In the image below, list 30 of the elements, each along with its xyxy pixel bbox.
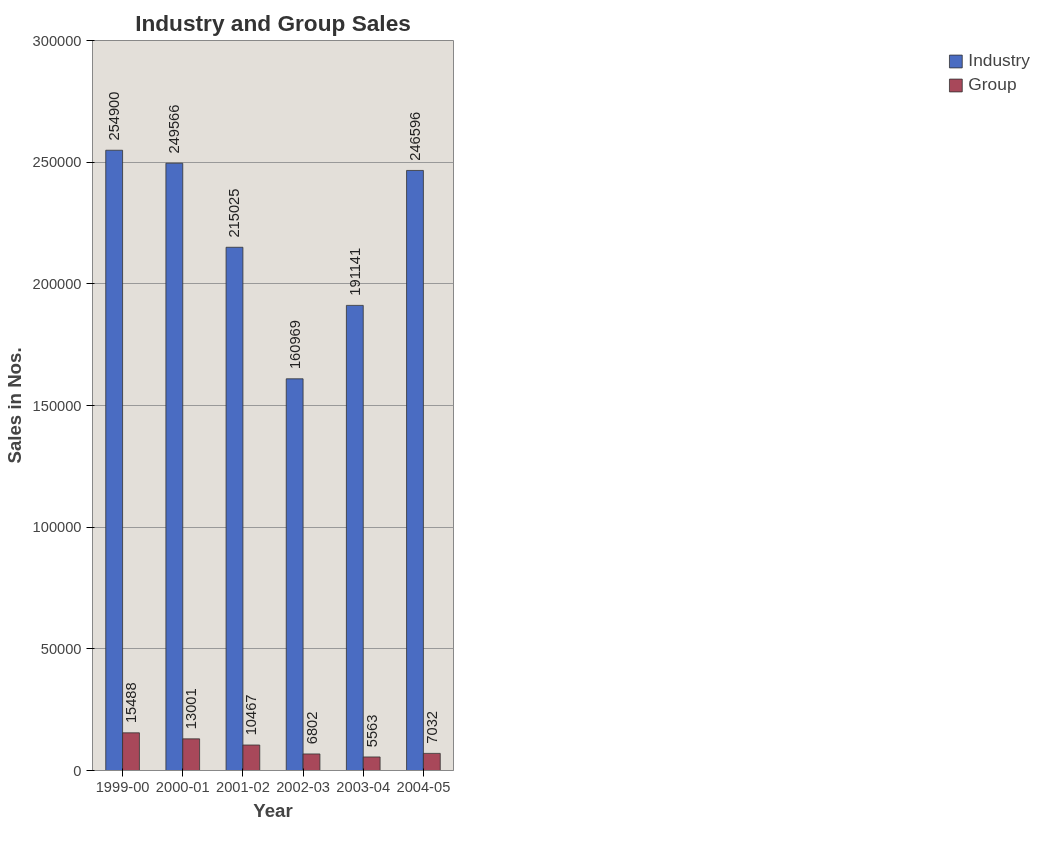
x-tick-label: 1999-00	[95, 778, 150, 795]
x-tick-label: 2003-04	[336, 778, 391, 795]
y-tick-label: 0	[73, 762, 82, 779]
data-label: 249566	[166, 104, 183, 154]
x-tick-label: 2002-03	[276, 778, 330, 795]
data-label: 15488	[123, 682, 140, 724]
y-tick-label: 150000	[32, 397, 82, 414]
data-label: 160969	[286, 320, 303, 370]
y-tick-label: 300000	[32, 32, 82, 49]
data-label: 254900	[106, 91, 123, 141]
data-label: 6802	[303, 711, 320, 745]
y-tick-label: 200000	[32, 275, 82, 292]
chart-title: Industry and Group Sales	[135, 9, 411, 36]
y-tick-label: 250000	[32, 154, 82, 171]
data-label: 215025	[226, 188, 243, 238]
y-axis-title: Sales in Nos.	[3, 347, 25, 464]
x-axis-title: Year	[253, 799, 293, 821]
x-tick-label: 2000-01	[155, 778, 210, 795]
x-tick-label: 2001-02	[216, 778, 270, 795]
data-label: 7032	[423, 711, 440, 744]
data-label: 10467	[243, 694, 260, 736]
data-label: 5563	[363, 714, 380, 748]
legend-label: Industry	[968, 50, 1030, 71]
data-label: 13001	[183, 688, 200, 730]
legend-label: Group	[968, 74, 1017, 95]
data-label: 191141	[346, 247, 363, 296]
x-tick-label: 2004-05	[396, 778, 451, 795]
y-tick-label: 50000	[40, 640, 82, 657]
data-label: 246596	[406, 111, 423, 161]
y-tick-label: 100000	[32, 519, 82, 536]
